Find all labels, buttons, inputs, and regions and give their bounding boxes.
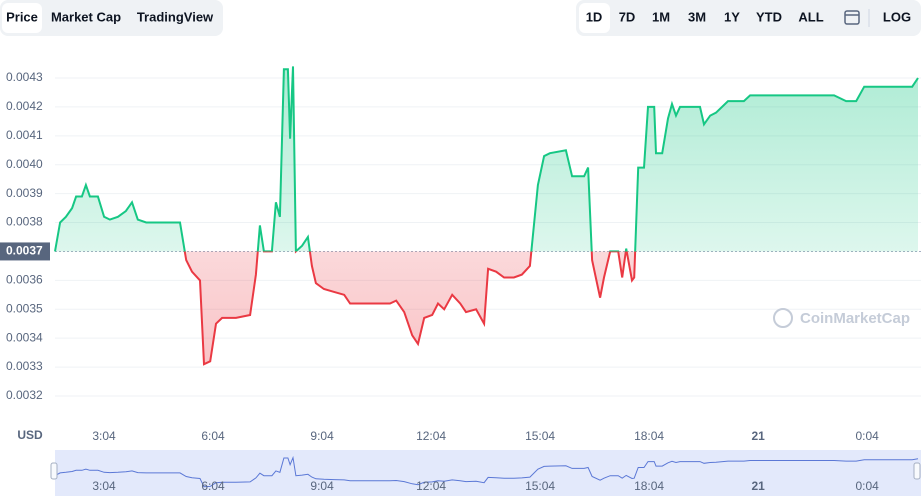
watermark: CoinMarketCap <box>773 308 910 328</box>
x-tick-label: 6:04 <box>201 429 225 443</box>
y-axis-label: USD <box>17 428 43 442</box>
navigator-tick-label: 3:04 <box>92 479 116 493</box>
tab-group <box>0 0 223 36</box>
range-button[interactable]: 1D <box>586 9 603 24</box>
baseline-label-bg <box>0 242 50 261</box>
y-tick-label: 0.0034 <box>6 330 43 344</box>
y-tick-label: 0.0035 <box>6 301 43 315</box>
range-button[interactable]: ALL <box>798 9 823 24</box>
area-down <box>55 251 918 365</box>
x-tick-label: 0:04 <box>855 429 879 443</box>
log-toggle[interactable]: LOG <box>883 9 911 24</box>
y-tick-label: 0.0032 <box>6 388 43 402</box>
range-button[interactable]: 1Y <box>724 9 740 24</box>
x-tick-label: 9:04 <box>310 429 334 443</box>
y-tick-label: 0.0038 <box>6 215 43 229</box>
navigator-handle[interactable] <box>50 462 58 480</box>
tab-active-bg <box>2 3 42 33</box>
watermark-logo <box>773 308 793 328</box>
tab[interactable]: Market Cap <box>51 9 121 24</box>
line-down <box>55 251 637 366</box>
navigator-tick-label: 0:04 <box>855 479 879 493</box>
navigator-line <box>54 455 919 488</box>
x-tick-label: 15:04 <box>525 429 555 443</box>
x-tick-label: 12:04 <box>416 429 446 443</box>
y-tick-label: 0.0042 <box>6 99 43 113</box>
x-tick-label: 3:04 <box>92 429 116 443</box>
calendar-icon[interactable] <box>844 10 860 25</box>
range-button[interactable]: YTD <box>756 9 782 24</box>
navigator-tick-label: 9:04 <box>310 479 334 493</box>
range-active-bg <box>579 3 610 33</box>
navigator-tick-label: 15:04 <box>525 479 555 493</box>
tab[interactable]: Price <box>6 9 38 24</box>
navigator-bg <box>55 450 921 496</box>
navigator-tick-label: 6:04 <box>201 479 225 493</box>
navigator-tick-label: 12:04 <box>416 479 446 493</box>
range-button[interactable]: 1M <box>652 9 670 24</box>
y-tick-label: 0.0033 <box>6 359 43 373</box>
x-tick-label: 18:04 <box>634 429 664 443</box>
tab[interactable]: TradingView <box>137 9 214 24</box>
watermark-text: CoinMarketCap <box>800 310 910 327</box>
y-tick-label: 0.0041 <box>6 128 43 142</box>
range-button[interactable]: 3M <box>688 9 706 24</box>
y-tick-label: 0.0043 <box>6 70 43 84</box>
range-group <box>576 0 921 36</box>
calendar-frame <box>844 10 860 25</box>
navigator-handle[interactable] <box>913 462 921 480</box>
range-button[interactable]: 7D <box>619 9 636 24</box>
y-tick-label: 0.0040 <box>6 157 43 171</box>
y-tick-label: 0.0039 <box>6 186 43 200</box>
navigator-tick-label: 18:04 <box>634 479 664 493</box>
x-tick-label: 21 <box>751 429 765 443</box>
line-up <box>54 66 919 252</box>
navigator-tick-label: 21 <box>751 479 765 493</box>
area-up <box>55 66 918 252</box>
y-tick-label: 0.0036 <box>6 273 43 287</box>
baseline-label: 0.0037 <box>6 244 43 258</box>
